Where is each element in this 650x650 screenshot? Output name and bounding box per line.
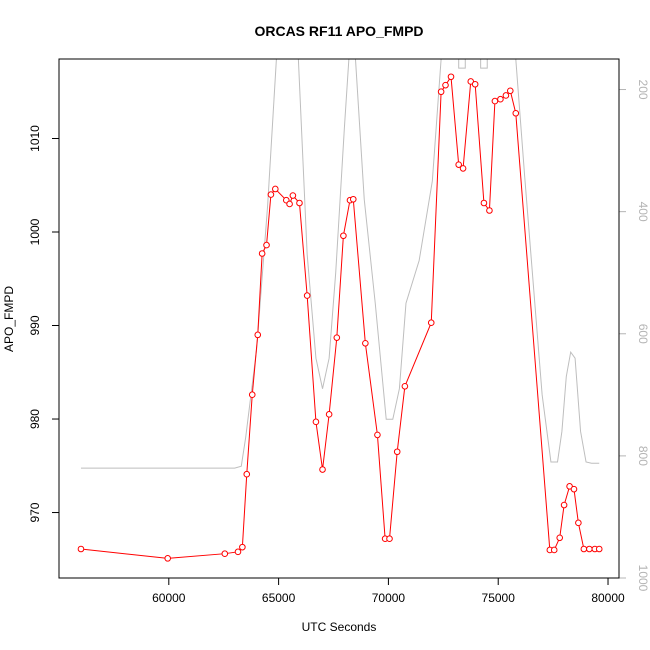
data-point: [303, 292, 311, 299]
data-point: [595, 545, 603, 553]
series-layer: [77, 59, 603, 562]
data-point: [239, 543, 246, 551]
data-point: [447, 73, 455, 81]
data-point: [480, 199, 488, 207]
data-point: [267, 191, 275, 198]
data-point: [393, 448, 401, 456]
y2-tick-label: 200: [636, 80, 650, 100]
data-point: [575, 519, 582, 527]
axes-layer: 60000 65000 70000 75000 80000 970 980 990 1000 10…: [28, 80, 650, 605]
y2-tick-label: 400: [636, 202, 650, 222]
data-point: [286, 200, 293, 208]
data-point: [401, 383, 409, 390]
chart-title: ORCAS RF11 APO_FMPD: [254, 23, 423, 39]
data-point: [312, 418, 320, 426]
data-point: [263, 241, 270, 249]
x-tick-label: 75000: [482, 591, 516, 605]
y-axis-label: APO_FMPD: [2, 286, 16, 352]
data-point: [502, 92, 510, 99]
data-point: [386, 535, 393, 543]
series-0: [77, 73, 603, 562]
data-point: [325, 411, 333, 418]
data-point: [486, 207, 493, 214]
data-point: [258, 250, 266, 257]
plot-frame: [58, 58, 620, 579]
data-point: [340, 232, 347, 240]
x-tick-label: 70000: [372, 591, 406, 605]
data-point: [221, 550, 229, 557]
y-tick-label: 970: [28, 502, 42, 522]
x-axis-label: UTC Seconds: [302, 620, 377, 634]
data-point: [455, 161, 462, 168]
data-point: [254, 331, 262, 339]
data-point: [296, 199, 303, 207]
data-point: [506, 87, 514, 95]
data-point: [333, 334, 341, 341]
data-point: [243, 470, 251, 478]
x-tick-label: 65000: [262, 591, 296, 605]
data-point: [319, 466, 326, 473]
data-point: [164, 555, 172, 562]
data-point: [427, 319, 435, 327]
data-point: [362, 339, 369, 347]
data-point: [459, 165, 467, 172]
series-line: [80, 75, 600, 559]
data-point: [248, 391, 256, 399]
series-1: [80, 59, 600, 469]
data-point: [272, 185, 279, 193]
y2-tick-label: 800: [636, 446, 650, 466]
data-point: [349, 195, 357, 203]
data-point: [497, 95, 504, 103]
y2-tick-label: 1000: [636, 565, 650, 592]
y2-tick-label: 600: [636, 324, 650, 344]
data-point: [586, 545, 593, 553]
data-point: [570, 485, 578, 493]
y-tick-label: 1000: [28, 218, 42, 245]
data-point: [289, 192, 297, 199]
x-tick-label: 60000: [152, 591, 186, 605]
series-line: [80, 59, 600, 469]
data-point: [234, 548, 242, 556]
data-point: [550, 546, 558, 554]
data-point: [374, 431, 381, 439]
data-point: [560, 501, 568, 509]
data-point: [437, 88, 445, 96]
data-point: [442, 81, 449, 89]
y-tick-label: 990: [28, 315, 42, 335]
x-tick-label: 80000: [591, 591, 625, 605]
data-point: [471, 80, 479, 88]
data-point: [77, 545, 85, 553]
data-point: [512, 109, 520, 117]
data-point: [580, 545, 588, 553]
y-tick-label: 1010: [28, 125, 42, 152]
data-point: [556, 534, 564, 542]
data-point: [491, 97, 499, 105]
y-tick-label: 980: [28, 409, 42, 429]
